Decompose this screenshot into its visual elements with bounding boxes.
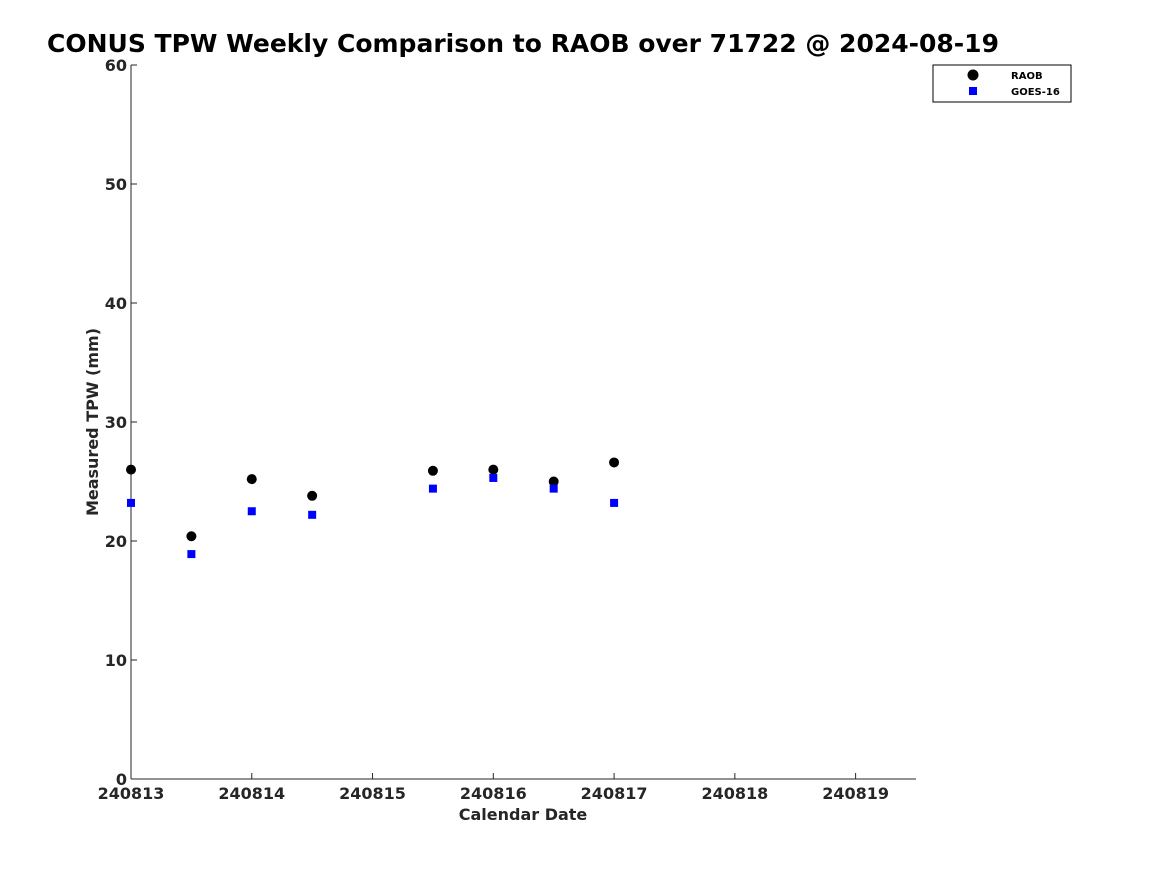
y-tick-label: 60 [105, 56, 127, 75]
x-axis-label: Calendar Date [459, 805, 588, 824]
data-point-goes-16 [428, 484, 437, 493]
data-point-raob [307, 490, 318, 501]
data-point-goes-16 [489, 473, 498, 482]
data-point-raob [186, 531, 197, 542]
chart-title: CONUS TPW Weekly Comparison to RAOB over… [47, 29, 999, 58]
data-point-goes-16 [610, 498, 619, 507]
y-tick-label: 10 [105, 651, 127, 670]
legend: RAOB GOES-16 [932, 64, 1072, 103]
data-point-raob [427, 465, 438, 476]
x-tick-label: 240815 [339, 784, 406, 803]
legend-label-goes16: GOES-16 [1011, 87, 1060, 98]
data-points [126, 457, 620, 559]
data-point-goes-16 [247, 507, 256, 516]
legend-label-raob: RAOB [1011, 71, 1043, 82]
x-tick-label: 240813 [98, 784, 165, 803]
data-point-raob [609, 457, 620, 468]
data-point-goes-16 [187, 550, 196, 559]
y-ticks: 0 10 20 30 40 50 60 [105, 56, 137, 789]
data-point-goes-16 [127, 498, 135, 507]
x-tick-label: 240817 [581, 784, 648, 803]
axes [130, 65, 916, 780]
y-tick-label: 30 [105, 413, 127, 432]
y-tick-label: 40 [105, 294, 127, 313]
data-point-raob [246, 474, 257, 485]
x-tick-label: 240818 [701, 784, 768, 803]
legend-marker-goes16 [969, 87, 977, 95]
x-ticks: 240813 240814 240815 240816 240817 240818 2408… [98, 773, 889, 803]
x-tick-label: 240816 [460, 784, 527, 803]
data-point-raob [126, 464, 136, 475]
y-tick-label: 50 [105, 175, 127, 194]
y-tick-label: 0 [116, 770, 127, 789]
legend-box [932, 64, 1072, 103]
y-axis-label: Measured TPW (mm) [83, 328, 102, 516]
data-point-raob [488, 464, 499, 475]
y-tick-label: 20 [105, 532, 127, 551]
x-tick-label: 240819 [822, 784, 889, 803]
x-tick-label: 240814 [218, 784, 285, 803]
data-point-goes-16 [549, 484, 558, 493]
data-point-goes-16 [308, 510, 317, 519]
legend-marker-raob [967, 69, 979, 81]
data-point-raob [548, 476, 559, 487]
